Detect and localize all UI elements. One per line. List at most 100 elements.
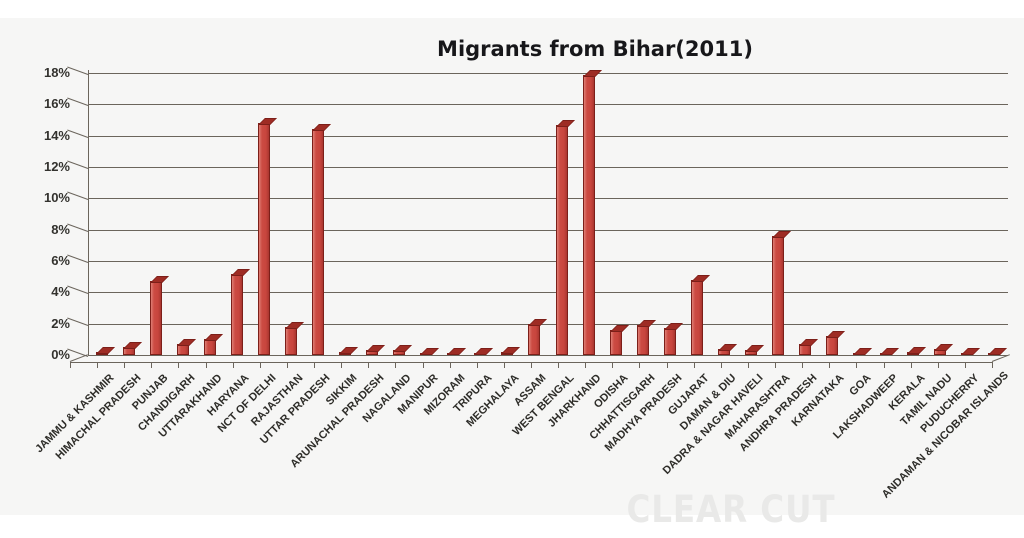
x-axis-tick: [97, 362, 99, 368]
x-axis-tick: [476, 362, 478, 368]
gridline: [88, 323, 1008, 325]
bar-punjab: [149, 281, 162, 355]
x-axis-tick: [503, 362, 505, 368]
bar-himachal-pradesh: [122, 347, 135, 355]
bar-tripura: [474, 352, 487, 355]
bar-assam: [528, 323, 541, 355]
x-axis-tick: [70, 362, 71, 368]
chart-canvas: Migrants from Bihar(2011) CLEAR CUT: [0, 18, 1024, 531]
x-axis-tick: [883, 362, 885, 368]
y-axis-label: 0%: [51, 347, 70, 362]
x-axis-tick: [395, 362, 397, 368]
gridline: [88, 167, 1008, 168]
bar-jammu-kashmir: [95, 351, 108, 355]
y-axis-label: 12%: [43, 159, 70, 174]
bar-uttarakhand: [203, 339, 216, 355]
bar-puducherry: [961, 353, 974, 355]
x-axis-tick: [232, 362, 234, 368]
bar-haryana: [230, 273, 243, 355]
y-axis-label: 18%: [43, 65, 70, 80]
x-axis-tick: [314, 362, 316, 368]
bar-chhattisgarh: [636, 325, 649, 355]
bar-sikkim: [339, 351, 352, 355]
bar-tamil-nadu: [934, 348, 947, 355]
y-axis-label: 4%: [51, 284, 70, 300]
bar-gujarat: [690, 279, 703, 355]
y-axis-label: 2%: [51, 315, 70, 331]
bar-manipur: [420, 353, 433, 355]
x-axis-tick: [910, 362, 912, 368]
x-axis-tick: [558, 362, 560, 368]
bar-nct-of-delhi: [257, 123, 270, 355]
y-axis-line: [88, 70, 89, 355]
y-axis-label: 14%: [43, 127, 70, 143]
bar-kerala: [907, 351, 920, 355]
bar-rajasthan: [284, 326, 297, 355]
x-axis-tick: [639, 362, 641, 368]
bar-nagaland: [393, 350, 406, 355]
x-axis-tick: [449, 362, 451, 368]
bar-west-bengal: [555, 124, 568, 355]
x-axis-tick: [205, 362, 207, 368]
x-axis-tick: [666, 362, 668, 368]
bar-mizoram: [447, 353, 460, 355]
x-axis-tick: [964, 362, 966, 368]
axis-whisker: [67, 129, 89, 138]
bar-meghalaya: [501, 351, 514, 355]
gridline: [88, 229, 1008, 231]
x-axis-tick: [124, 362, 126, 368]
y-axis-label: 16%: [43, 96, 70, 112]
axis-whisker: [67, 285, 89, 295]
axis-whisker: [67, 317, 89, 326]
gridline: [88, 135, 1008, 137]
x-axis-tick: [992, 362, 993, 368]
x-axis-tick: [747, 362, 749, 368]
bar-jharkhand: [582, 74, 595, 355]
x-axis-tick: [612, 362, 614, 368]
axis-whisker: [67, 160, 89, 169]
x-axis-tick: [151, 362, 153, 368]
bar-chandigarh: [176, 344, 189, 355]
axis-whisker: [67, 223, 89, 232]
bar-goa: [853, 353, 866, 355]
x-axis-tick: [720, 362, 722, 368]
x-axis-tick: [802, 362, 804, 368]
axis-whisker: [67, 254, 89, 263]
bar-odisha: [609, 329, 622, 355]
x-axis-tick: [422, 362, 424, 368]
axis-whisker: [67, 97, 89, 107]
floor-left-edge: [69, 354, 88, 362]
bar-daman-diu: [717, 348, 730, 355]
gridline: [88, 261, 1008, 262]
x-axis-tick: [775, 362, 777, 368]
bar-maharashtra: [772, 235, 784, 355]
gridline: [88, 292, 1008, 294]
axis-whisker: [67, 66, 89, 75]
bar-madhya-pradesh: [663, 328, 676, 355]
bar-dadra-nagar-haveli: [744, 350, 757, 355]
bar-andaman-nicobar-islands: [988, 353, 1001, 355]
x-axis-tick: [286, 362, 288, 368]
bar-uttar-pradesh: [312, 129, 324, 355]
bar-karnataka: [826, 336, 839, 355]
bar-lakshadweep: [880, 353, 893, 355]
gridline: [88, 198, 1008, 200]
x-axis-tick: [856, 362, 858, 368]
x-axis-tick: [829, 362, 831, 368]
x-axis-tick: [341, 362, 343, 368]
y-axis-label: 6%: [51, 253, 70, 268]
gridline: [88, 73, 1008, 74]
x-axis-tick: [693, 362, 695, 368]
x-axis-tick: [531, 362, 532, 368]
x-axis-tick: [368, 362, 370, 368]
x-axis-tick: [259, 362, 261, 368]
floor-back-edge: [88, 355, 1008, 356]
bar-arunachal-pradesh: [366, 350, 379, 355]
y-axis-label: 10%: [43, 190, 70, 206]
bar-andhra-pradesh: [799, 344, 812, 355]
x-axis-tick: [178, 362, 180, 368]
x-axis-tick: [585, 362, 587, 368]
watermark: CLEAR CUT: [626, 488, 836, 531]
